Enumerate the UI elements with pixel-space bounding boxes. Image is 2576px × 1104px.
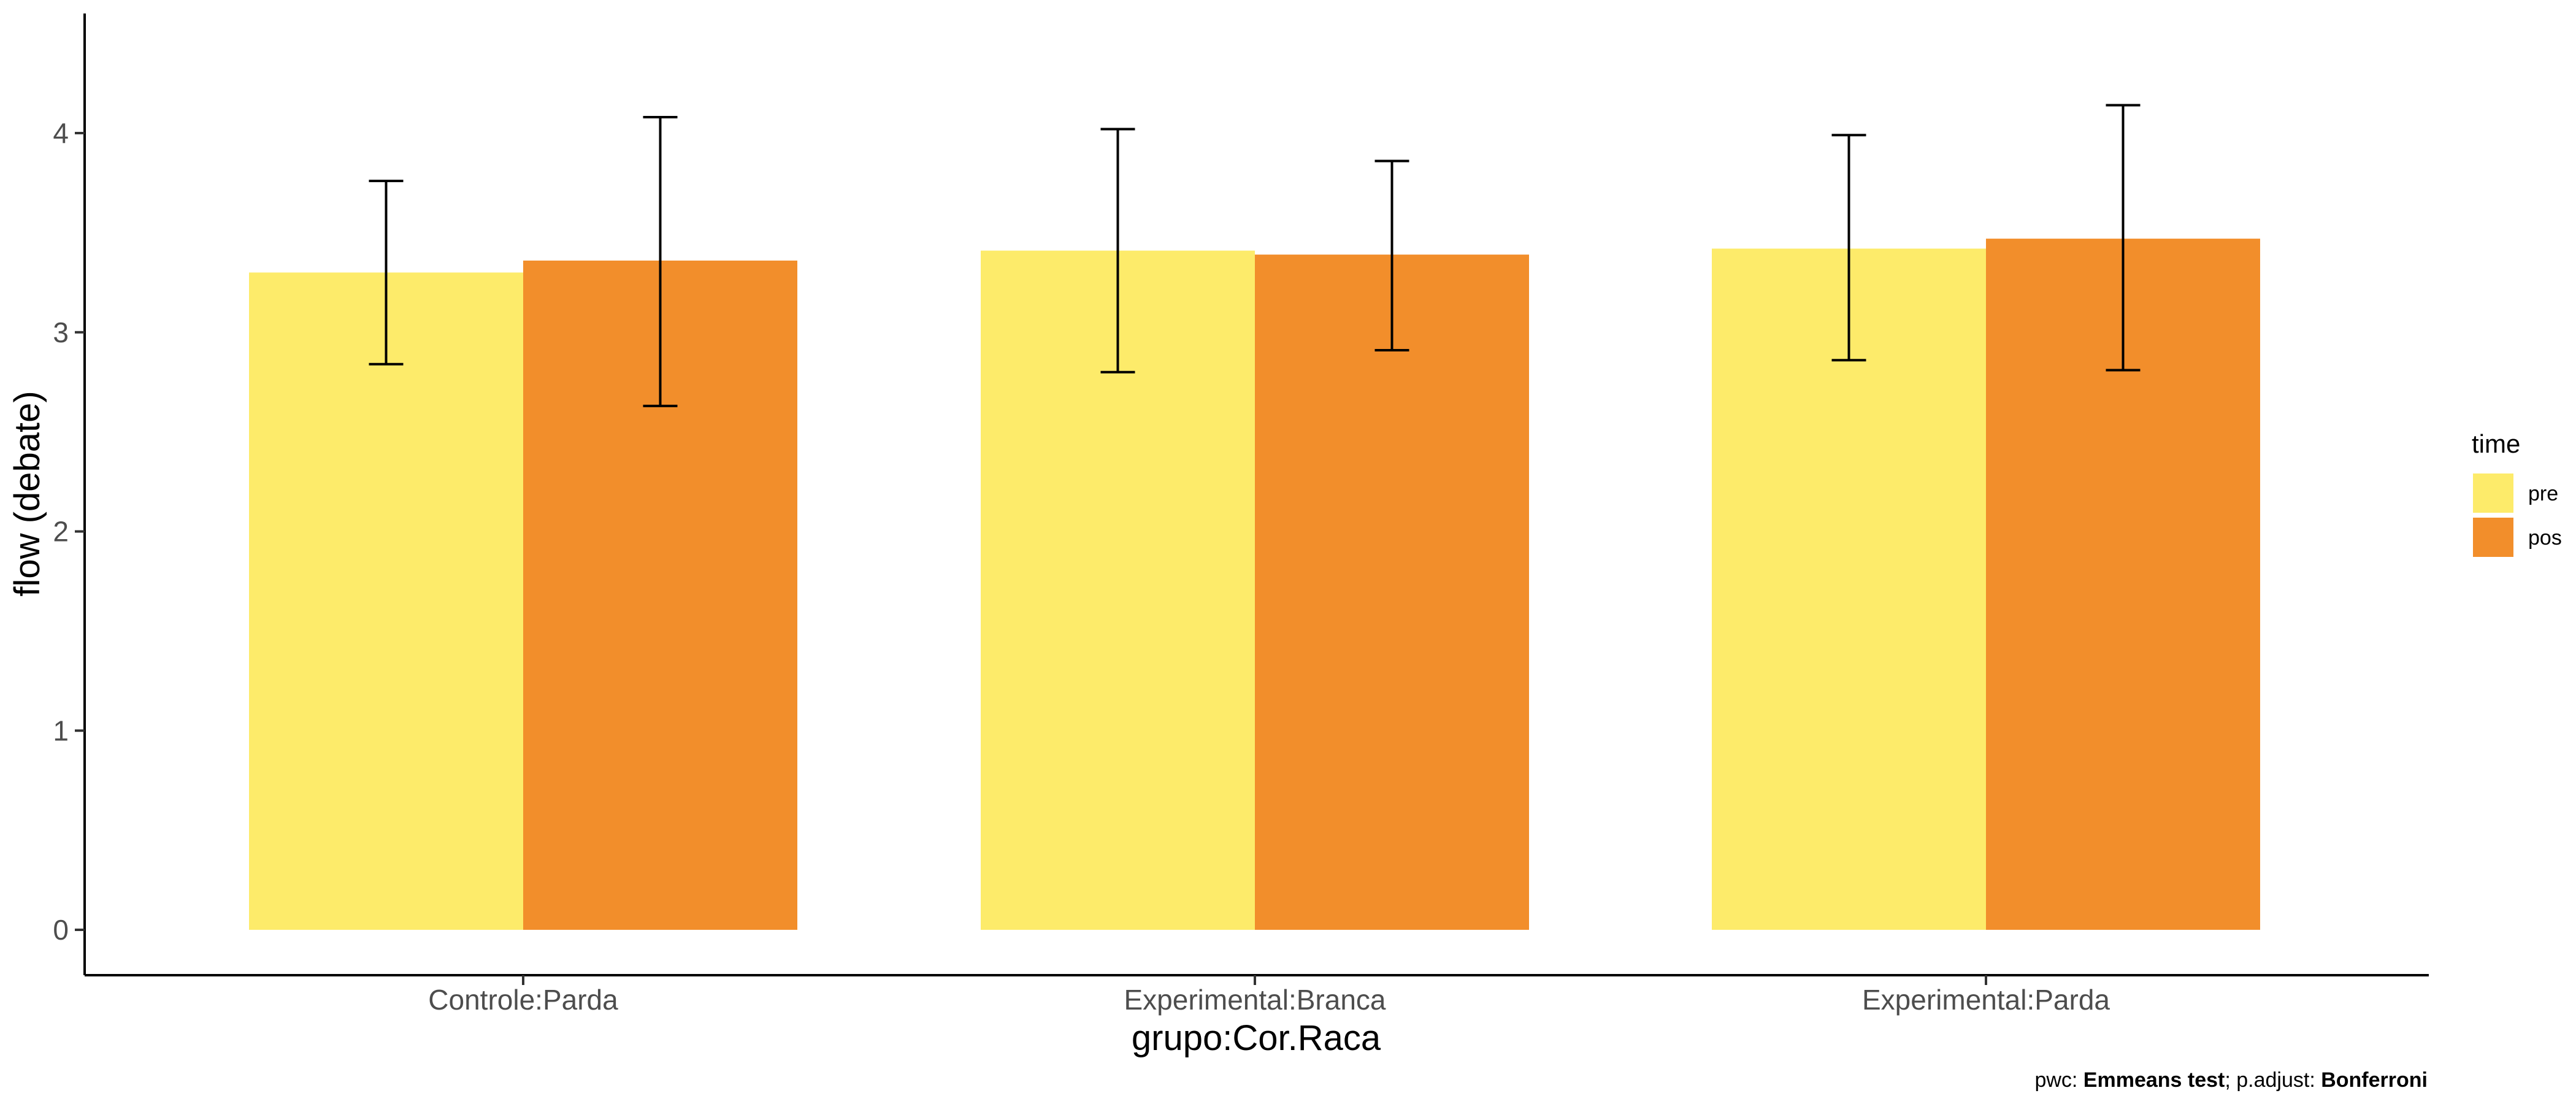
bars-layer bbox=[249, 239, 2260, 930]
x-tick-label: Controle:Parda bbox=[428, 984, 618, 1016]
y-tick-label: 0 bbox=[53, 914, 69, 946]
y-tick-label: 1 bbox=[53, 715, 69, 746]
bar-pre-0 bbox=[249, 272, 523, 930]
caption-prefix: pwc: bbox=[2034, 1068, 2083, 1092]
legend-title: time bbox=[2472, 429, 2520, 458]
bar-pos-1 bbox=[1255, 255, 1529, 930]
x-axis-title: grupo:Cor.Raca bbox=[1132, 1018, 1381, 1058]
legend-key-pre bbox=[2473, 473, 2513, 513]
caption: pwc: Emmeans test; p.adjust: Bonferroni bbox=[2034, 1068, 2428, 1092]
x-tick-label: Experimental:Parda bbox=[1862, 984, 2110, 1016]
caption-test: Emmeans test bbox=[2083, 1068, 2225, 1092]
legend-label-pre: pre bbox=[2528, 482, 2558, 505]
error-bars-layer bbox=[369, 104, 2141, 407]
y-tick-label: 3 bbox=[53, 316, 69, 348]
caption-middle: ; p.adjust: bbox=[2225, 1068, 2321, 1092]
y-tick-label: 2 bbox=[53, 516, 69, 548]
x-ticks-layer: Controle:Parda Experimental:Branca Experim… bbox=[428, 975, 2110, 1016]
y-axis-title: flow (debate) bbox=[7, 391, 47, 596]
y-ticks-layer: 0 1 2 3 4 bbox=[53, 117, 85, 946]
y-tick-label: 4 bbox=[53, 117, 69, 149]
legend-key-pos bbox=[2473, 518, 2513, 557]
legend-label-pos: pos bbox=[2528, 526, 2562, 550]
x-tick-label: Experimental:Branca bbox=[1124, 984, 1386, 1016]
caption-method: Bonferroni bbox=[2321, 1068, 2428, 1092]
bar-pre-2 bbox=[1712, 248, 1986, 930]
legend: time pre pos bbox=[2472, 429, 2562, 557]
